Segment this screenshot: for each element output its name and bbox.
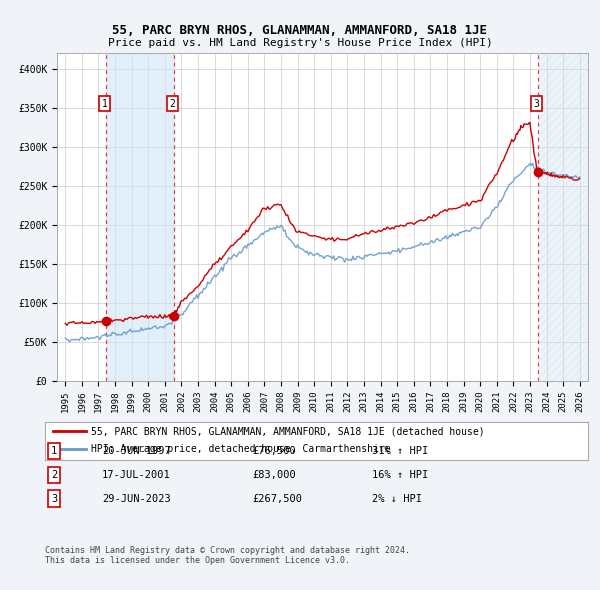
Text: 29-JUN-2023: 29-JUN-2023 xyxy=(102,494,171,503)
Text: £267,500: £267,500 xyxy=(252,494,302,503)
Text: Price paid vs. HM Land Registry's House Price Index (HPI): Price paid vs. HM Land Registry's House … xyxy=(107,38,493,48)
Text: 55, PARC BRYN RHOS, GLANAMMAN, AMMANFORD, SA18 1JE: 55, PARC BRYN RHOS, GLANAMMAN, AMMANFORD… xyxy=(113,24,487,37)
Text: 31% ↑ HPI: 31% ↑ HPI xyxy=(372,447,428,456)
Text: £83,000: £83,000 xyxy=(252,470,296,480)
Text: 55, PARC BRYN RHOS, GLANAMMAN, AMMANFORD, SA18 1JE (detached house): 55, PARC BRYN RHOS, GLANAMMAN, AMMANFORD… xyxy=(91,427,485,437)
Text: 2: 2 xyxy=(169,99,175,109)
Text: HPI: Average price, detached house, Carmarthenshire: HPI: Average price, detached house, Carm… xyxy=(91,444,391,454)
Text: 1: 1 xyxy=(101,99,107,109)
Text: 16% ↑ HPI: 16% ↑ HPI xyxy=(372,470,428,480)
Text: 3: 3 xyxy=(533,99,539,109)
Text: 17-JUL-2001: 17-JUL-2001 xyxy=(102,470,171,480)
Text: Contains HM Land Registry data © Crown copyright and database right 2024.
This d: Contains HM Land Registry data © Crown c… xyxy=(45,546,410,565)
Text: 2: 2 xyxy=(51,470,57,480)
Bar xyxy=(106,53,174,381)
Text: 1: 1 xyxy=(51,447,57,456)
Text: 3: 3 xyxy=(51,494,57,503)
Text: 20-JUN-1997: 20-JUN-1997 xyxy=(102,447,171,456)
Text: £76,500: £76,500 xyxy=(252,447,296,456)
Text: 2% ↓ HPI: 2% ↓ HPI xyxy=(372,494,422,503)
Bar xyxy=(538,53,588,381)
